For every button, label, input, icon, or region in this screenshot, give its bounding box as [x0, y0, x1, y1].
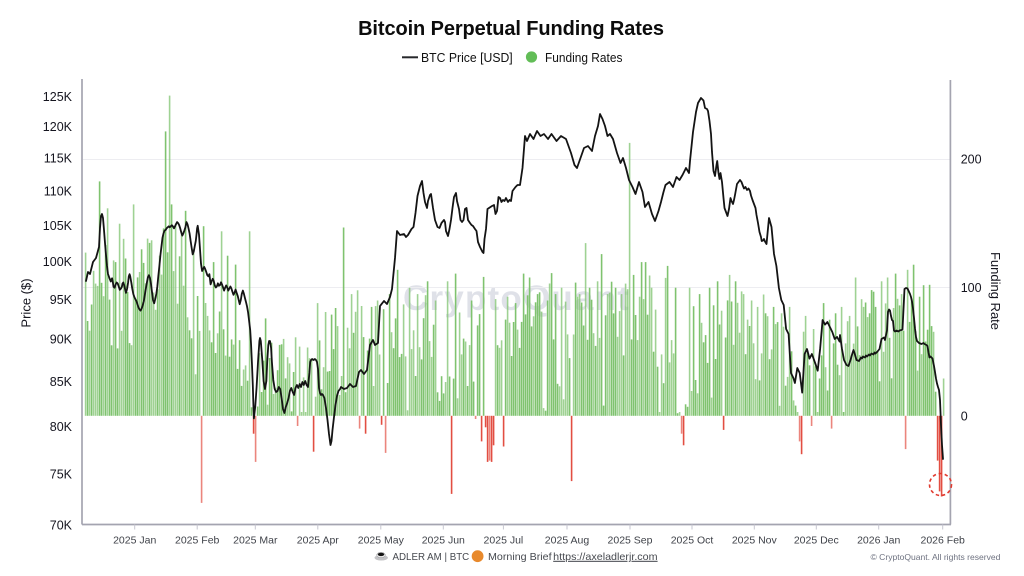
svg-text:2025 Nov: 2025 Nov	[732, 535, 778, 547]
svg-text:Funding Rate: Funding Rate	[988, 252, 1003, 330]
svg-text:2025 Mar: 2025 Mar	[233, 535, 278, 547]
svg-text:2025 May: 2025 May	[358, 535, 405, 547]
svg-text:2025 Dec: 2025 Dec	[794, 535, 839, 547]
svg-text:Bitcoin Perpetual Funding Rate: Bitcoin Perpetual Funding Rates	[358, 18, 664, 40]
svg-text:2026 Jan: 2026 Jan	[857, 535, 900, 547]
svg-text:2025 Jun: 2025 Jun	[422, 535, 465, 547]
svg-text:200: 200	[961, 152, 982, 166]
svg-text:2025 Jan: 2025 Jan	[113, 535, 156, 547]
svg-text:BTC Price [USD]: BTC Price [USD]	[421, 50, 513, 65]
svg-text:90K: 90K	[50, 333, 73, 347]
svg-text:2025 Feb: 2025 Feb	[175, 535, 220, 547]
svg-text:70K: 70K	[50, 518, 73, 532]
svg-text:115K: 115K	[44, 152, 73, 166]
svg-text:80K: 80K	[50, 420, 73, 434]
svg-text:125K: 125K	[43, 90, 73, 104]
svg-text:75K: 75K	[50, 467, 73, 481]
svg-text:100K: 100K	[43, 255, 73, 269]
svg-text:2025 Sep: 2025 Sep	[608, 535, 653, 547]
svg-text:95K: 95K	[50, 293, 73, 307]
svg-text:100: 100	[961, 281, 982, 295]
svg-text:105K: 105K	[43, 219, 73, 233]
svg-text:2025 Jul: 2025 Jul	[484, 535, 524, 547]
svg-text:Price ($): Price ($)	[19, 278, 34, 327]
svg-text:2025 Oct: 2025 Oct	[671, 535, 714, 547]
svg-text:0: 0	[961, 409, 968, 423]
svg-text:2025 Apr: 2025 Apr	[297, 535, 340, 547]
svg-text:2025 Aug: 2025 Aug	[545, 535, 590, 547]
svg-text:Funding Rates: Funding Rates	[545, 50, 623, 65]
svg-text:ADLER AM | BTC: ADLER AM | BTC	[393, 551, 470, 563]
svg-text:110K: 110K	[44, 185, 73, 199]
svg-text:120K: 120K	[43, 120, 73, 134]
svg-text:CryptoQuant: CryptoQuant	[403, 279, 630, 318]
svg-text:© CryptoQuant. All rights rese: © CryptoQuant. All rights reserved	[871, 552, 1001, 562]
svg-text:85K: 85K	[50, 375, 73, 389]
svg-text:2026 Feb: 2026 Feb	[921, 535, 966, 547]
svg-text:Morning Brief https://axeladle: Morning Brief https://axeladlerjr.com	[488, 551, 658, 563]
